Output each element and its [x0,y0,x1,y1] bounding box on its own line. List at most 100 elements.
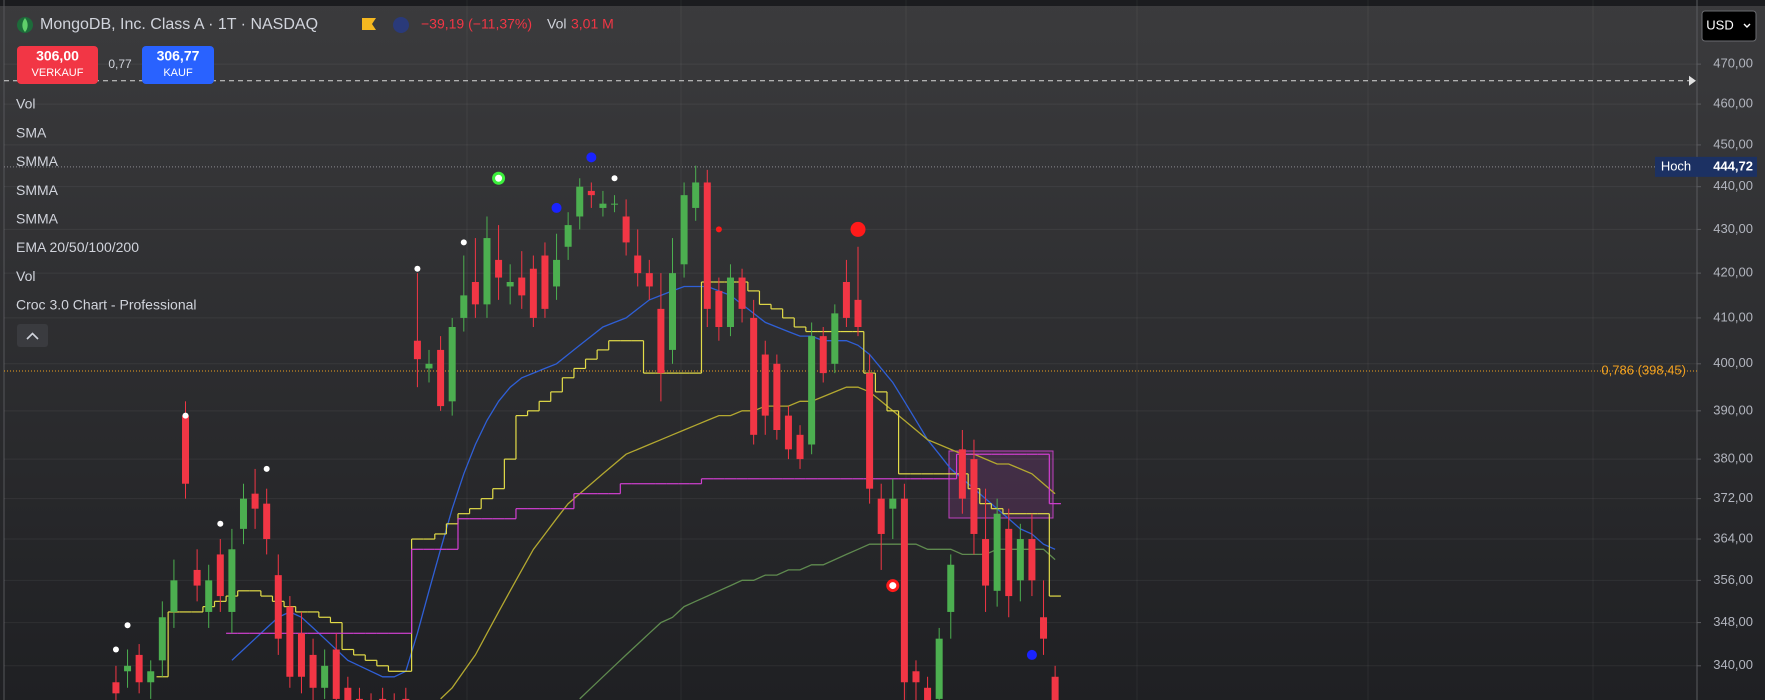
signal-marker [551,202,562,213]
logo-leaf [22,18,28,32]
legend-item: SMA [16,124,47,140]
candle-body [147,671,155,683]
sell-button[interactable] [17,46,98,84]
collapse-button[interactable] [17,324,48,347]
volume-value: 3,01 M [571,16,614,32]
signal-marker [460,239,467,246]
candle-body [726,277,734,327]
y-tick-label: 420,00 [1713,265,1753,280]
y-tick-label: 372,00 [1713,490,1753,505]
y-tick-label: 356,00 [1713,572,1753,587]
candle-body [483,238,491,305]
currency-button[interactable] [1701,10,1757,42]
signal-marker [586,152,597,163]
candle-body [784,415,792,450]
candle-body [495,259,503,278]
candle-body [935,638,943,699]
chevron-icon [26,332,39,340]
candle-body [622,216,630,243]
candle-body [889,498,897,509]
candle-body [425,363,433,369]
candle-body [170,580,178,612]
legend-item: SMMA [16,182,59,198]
candle-body [877,498,885,534]
candle-body [553,259,561,287]
y-tick-label: 380,00 [1713,451,1753,466]
y-tick-label: 440,00 [1713,178,1753,193]
candle-body [1016,539,1024,581]
candle-body [668,273,676,350]
candle-body [564,225,572,247]
candle-body [182,415,190,484]
candle-body [344,687,352,700]
legend-item: SMMA [16,211,59,227]
high-label-box [1655,156,1697,177]
indicator-line [231,285,1056,678]
y-tick-label: 430,00 [1713,221,1753,236]
candle-body [402,698,410,700]
candle-body [808,336,816,445]
candle-body [854,299,862,327]
candle-body [1051,676,1059,700]
buy-price: 306,77 [157,48,200,64]
candle-body [518,277,526,296]
candle-body [216,554,224,597]
sell-price: 306,00 [36,48,79,64]
signal-marker [1026,649,1037,660]
candle-body [274,575,282,639]
candle-body [692,182,700,208]
candle-body [239,498,247,529]
candle-body [529,268,537,318]
candle-body [1040,617,1048,639]
legend-item: Vol [16,268,35,284]
symbol-title: MongoDB, Inc. Class A · 1T · NASDAQ [40,16,318,33]
session-icon [393,17,409,33]
candle-body [924,687,932,700]
candle-body [1005,528,1013,597]
legend-item: Vol [16,96,35,112]
candle-body [205,580,213,612]
high-value: 444,72 [1713,158,1753,173]
candle-body [158,617,166,661]
candle-body [715,290,723,327]
top-border [0,0,1765,6]
candle-body [251,493,259,509]
candle-body [112,682,120,694]
y-tick-label: 460,00 [1713,96,1753,111]
candle-body [993,513,1001,591]
signal-marker [112,646,119,653]
candle-body [448,326,456,402]
sell-label: VERKAUF [32,67,84,79]
candle-body [541,255,549,309]
y-tick-label: 450,00 [1713,136,1753,151]
candle-body [135,654,143,683]
candle-body [750,317,758,435]
candle-body [831,313,839,364]
signal-marker [414,265,421,272]
candle-body [970,459,978,534]
candle-body [738,277,746,309]
candle-body [761,354,769,416]
candle-body [587,190,595,196]
candle-body [958,449,966,499]
y-tick-label: 340,00 [1713,657,1753,672]
indicator-line [440,386,1056,700]
candle-body [634,255,642,274]
y-tick-label: 470,00 [1713,56,1753,71]
zone-box [948,450,1054,519]
buy-button[interactable] [142,46,214,84]
volume-label: Vol [547,16,566,32]
signal-marker [715,226,722,233]
signal-marker [611,175,618,182]
candle-body [982,539,990,586]
flag-icon [362,18,376,30]
vertical-grid [466,0,1594,700]
candle-body [912,671,920,683]
y-tick-label: 364,00 [1713,530,1753,545]
candle-body [657,308,665,374]
signal-marker [492,171,506,185]
high-label: Hoch [1661,158,1691,173]
candle-body [900,498,908,683]
candle-body [842,282,850,318]
